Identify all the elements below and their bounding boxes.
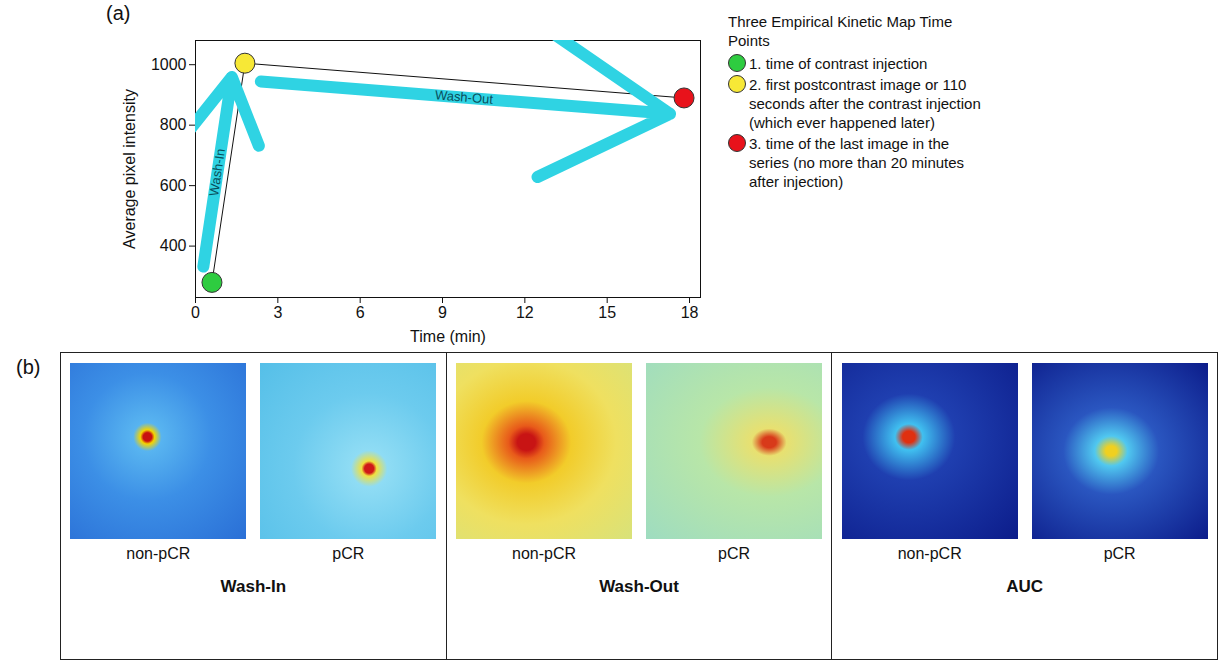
html-text:non-pCR: non-pCR — [126, 545, 191, 562]
svg-text:6: 6 — [356, 304, 365, 321]
html-text:1. time of contrast injection: 1. time of contrast injection — [749, 55, 928, 72]
svg-text:9: 9 — [438, 304, 447, 321]
svg-text:Wash-In: Wash-In — [206, 147, 228, 197]
html-text:non-pCR: non-pCR — [512, 545, 576, 562]
html-text:pCR: pCR — [718, 545, 750, 562]
html-text:non-pCR: non-pCR — [897, 545, 962, 562]
svg-text:12: 12 — [516, 304, 534, 321]
html-text:(b): (b) — [16, 356, 41, 378]
html-text:(a): (a) — [106, 2, 131, 24]
html-text:2. first postcontrast image or: 2. first postcontrast image or 110 secon… — [749, 76, 981, 131]
svg-text:Average pixel intensity: Average pixel intensity — [121, 89, 138, 249]
svg-text:800: 800 — [160, 116, 187, 133]
html-text:Wash-In: Wash-In — [220, 577, 287, 596]
svg-text:Wash-Out: Wash-Out — [434, 87, 493, 107]
svg-text:0: 0 — [191, 304, 200, 321]
svg-text:15: 15 — [598, 304, 616, 321]
html-text:Three Empirical Kinetic Map Ti: Three Empirical Kinetic Map Time Points — [728, 13, 953, 49]
svg-text:1000: 1000 — [151, 56, 187, 73]
svg-text:18: 18 — [681, 304, 699, 321]
svg-text:400: 400 — [160, 237, 187, 254]
html-text:3. time of the last image in t: 3. time of the last image in the series … — [749, 135, 965, 190]
svg-text:600: 600 — [160, 177, 187, 194]
html-text:AUC: AUC — [1006, 577, 1044, 596]
svg-text:Time (min): Time (min) — [410, 328, 486, 345]
html-text:Wash-Out: Wash-Out — [599, 577, 679, 596]
html-text:pCR: pCR — [1103, 545, 1136, 562]
svg-text:3: 3 — [273, 304, 282, 321]
html-text:pCR: pCR — [332, 545, 365, 562]
